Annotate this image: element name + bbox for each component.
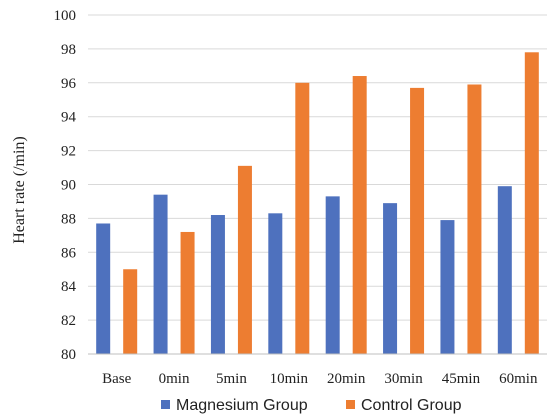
bar-control-0min [180,231,195,354]
x-tick-label: 5min [216,371,247,387]
bars [96,52,539,355]
y-axis-title: Heart rate (/min) [11,136,28,244]
bar-magnesium-0min [153,194,168,354]
bar-magnesium-5min [210,215,225,354]
y-tick-label: 82 [61,313,76,329]
bar-control-45min [467,84,482,355]
bar-magnesium-Base [96,223,111,354]
bar-magnesium-20min [325,196,340,354]
bar-control-5min [237,165,252,354]
y-tick-label: 96 [61,76,77,92]
y-tick-label: 86 [61,245,77,261]
bar-magnesium-30min [383,203,398,354]
y-tick-label: 80 [61,347,76,363]
legend-label: Magnesium Group [176,397,308,414]
legend-swatch [161,400,170,409]
x-tick-label: Base [102,371,132,387]
bar-control-Base [123,269,138,354]
x-tick-label: 0min [159,371,190,387]
bar-magnesium-10min [268,213,283,354]
y-tick-label: 88 [61,211,76,227]
legend: Magnesium Group Control Group [161,397,462,414]
y-tick-labels: 80 82 84 86 88 90 92 94 96 98 100 [54,8,77,363]
bar-magnesium-60min [497,186,512,354]
x-tick-label: 30min [384,371,423,387]
bar-control-30min [410,87,425,354]
x-tick-label: 20min [327,371,366,387]
y-tick-label: 84 [61,279,77,295]
legend-label: Control Group [361,397,462,414]
bar-control-60min [524,52,539,354]
x-tick-label: 60min [499,371,538,387]
y-tick-label: 90 [61,178,76,194]
y-tick-label: 100 [54,8,77,24]
bar-control-10min [295,82,310,355]
y-tick-label: 92 [61,144,76,160]
x-tick-label: 45min [442,371,481,387]
x-tick-labels: Base 0min 5min 10min 20min 30min 45min 60min [102,371,538,387]
bar-magnesium-45min [440,220,455,354]
y-tick-label: 98 [61,42,76,58]
bar-control-20min [352,76,367,355]
legend-swatch [346,400,355,409]
x-tick-label: 10min [270,371,309,387]
y-tick-label: 94 [61,110,77,126]
